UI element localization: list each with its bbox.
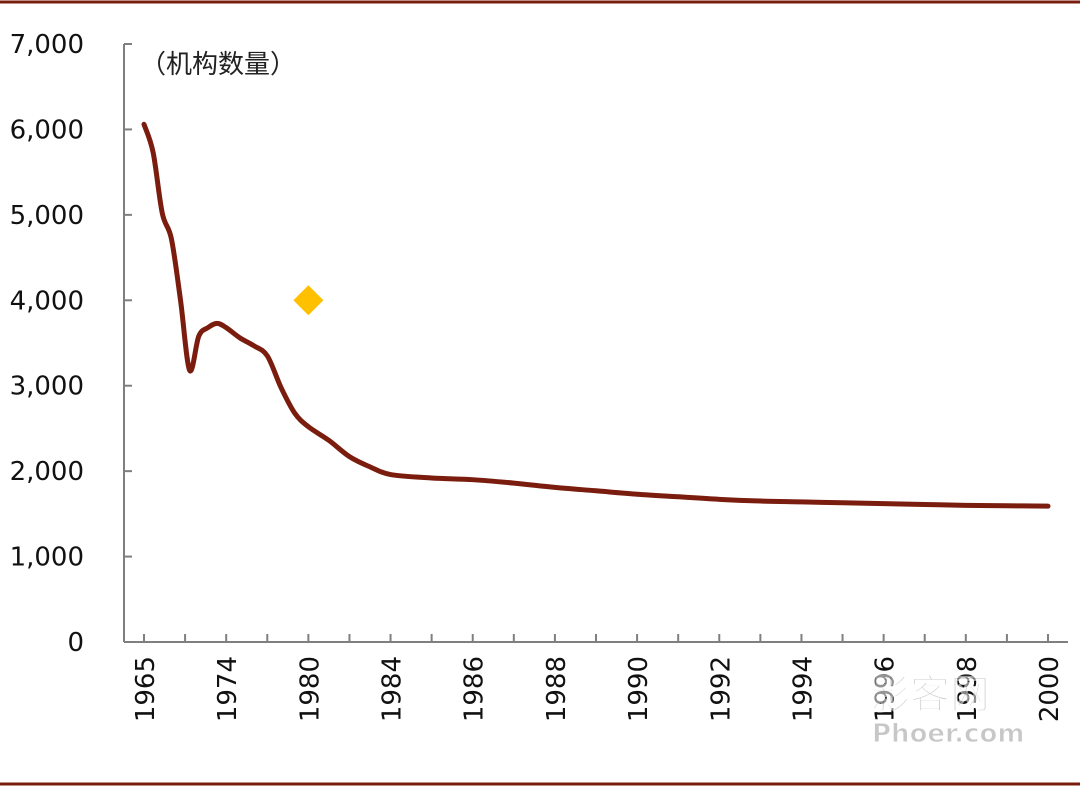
x-tick-label: 1980 <box>295 656 325 722</box>
x-tick-label: 1986 <box>460 656 490 722</box>
y-axis: 0 1,000 2,000 3,000 4,000 5,000 6,000 7,000 <box>10 30 132 658</box>
y-tick-label: 1,000 <box>10 543 84 573</box>
x-tick-label: 1998 <box>953 656 983 722</box>
watermark-cn: 影客网 <box>870 672 990 718</box>
y-tick-label: 6,000 <box>10 115 84 145</box>
y-tick-label: 7,000 <box>10 30 84 60</box>
x-tick-label: 1996 <box>871 656 901 722</box>
highlight-group <box>293 285 324 316</box>
y-tick-label: 0 <box>67 628 84 658</box>
series-group <box>141 121 1051 509</box>
y-tick-label: 2,000 <box>10 457 84 487</box>
x-tick-label: 1984 <box>378 656 408 722</box>
x-axis: 1965 1974 1980 1984 1986 1988 1990 1992 1994 1996… <box>124 634 1068 722</box>
x-tick-label: 1965 <box>131 656 161 722</box>
x-tick-label: 2000 <box>1035 656 1065 722</box>
highlight-marker <box>293 285 324 316</box>
x-tick-label: 1988 <box>542 656 572 722</box>
watermark-en: Phoer.com <box>872 719 1024 749</box>
watermark: 影客网 Phoer.com <box>870 672 1025 750</box>
y-tick-label: 4,000 <box>10 286 84 316</box>
x-tick-label: 1974 <box>213 656 243 722</box>
y-tick-label: 3,000 <box>10 372 84 402</box>
unit-label: （机构数量） <box>140 50 296 80</box>
series-line <box>141 121 1051 509</box>
y-tick-label: 5,000 <box>10 201 84 231</box>
x-tick-label: 1994 <box>788 656 818 722</box>
x-tick-label: 1990 <box>624 656 654 722</box>
x-tick-label: 1992 <box>706 656 736 722</box>
